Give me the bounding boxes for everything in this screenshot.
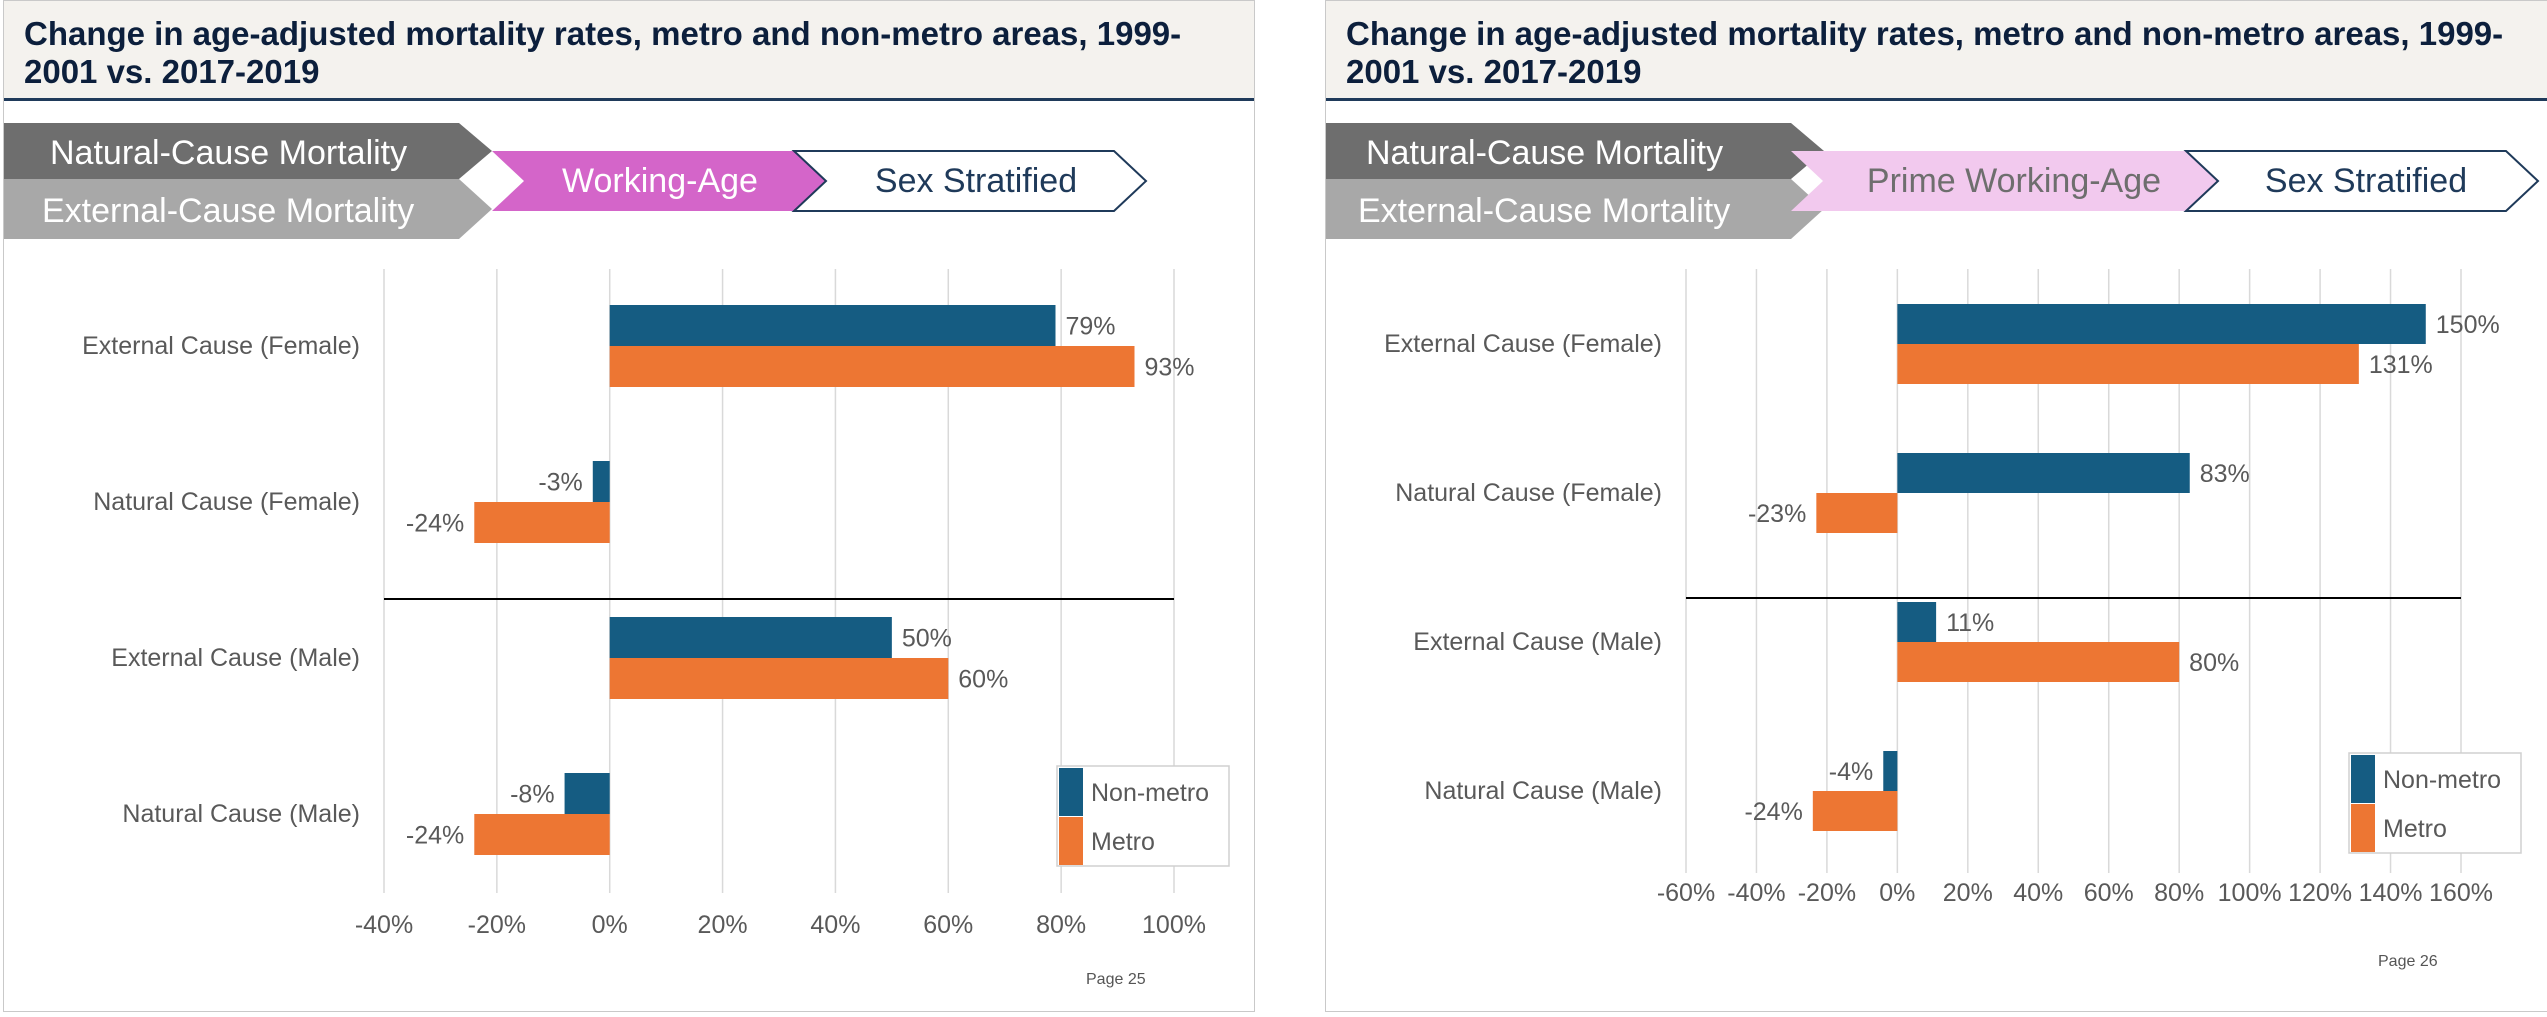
x-tick-label: 120% — [2288, 879, 2352, 907]
x-tick-label: 20% — [1943, 879, 1993, 907]
x-tick-label: -60% — [1657, 879, 1715, 907]
x-tick-label: 100% — [2218, 879, 2282, 907]
data-label: 83% — [2200, 460, 2250, 488]
data-label: 60% — [958, 666, 1008, 694]
x-tick-label: 40% — [810, 911, 860, 939]
legend-box — [2348, 752, 2522, 854]
legend-box — [1056, 765, 1230, 867]
x-tick-label: 80% — [2154, 879, 2204, 907]
bar-non-metro — [1883, 751, 1898, 791]
flow-step-external — [4, 179, 492, 239]
data-label: 50% — [902, 625, 952, 653]
slide-title: Change in age-adjusted mortality rates, … — [1346, 15, 2504, 90]
bar-metro — [1897, 642, 2180, 682]
page-number: Page 25 — [1086, 971, 1146, 988]
bar-metro — [609, 658, 949, 699]
flow-label-age: Prime Working-Age — [1867, 162, 2161, 200]
flow-step-natural — [4, 123, 492, 179]
flow-label-natural: Natural-Cause Mortality — [1366, 134, 1723, 172]
title-band: Change in age-adjusted mortality rates, … — [1326, 1, 2547, 101]
slide-page-25: Change in age-adjusted mortality rates, … — [3, 0, 1255, 1012]
x-tick-label: -20% — [1798, 879, 1856, 907]
flow-label-sex: Sex Stratified — [875, 162, 1077, 200]
legend-label: Non-metro — [2383, 766, 2501, 794]
flow-step-natural — [1326, 123, 1824, 179]
bar-metro — [1897, 344, 2359, 384]
data-label: -4% — [1829, 758, 1873, 786]
x-tick-label: 40% — [2013, 879, 2063, 907]
page-number: Page 26 — [2378, 953, 2438, 970]
data-label: -3% — [538, 469, 582, 497]
flow-step-age — [492, 151, 826, 211]
title-band: Change in age-adjusted mortality rates, … — [4, 1, 1254, 101]
x-tick-label: 60% — [2084, 879, 2134, 907]
legend-label: Non-metro — [1091, 779, 1209, 807]
legend-swatch — [2351, 755, 2375, 803]
bar-non-metro — [1897, 304, 2426, 344]
legend-swatch — [1059, 817, 1083, 865]
bar-non-metro — [592, 461, 610, 502]
data-label: -24% — [406, 510, 464, 538]
bar-metro — [474, 814, 610, 855]
flow-step-age — [1791, 151, 2218, 211]
category-label: Natural Cause (Male) — [122, 800, 360, 828]
bar-non-metro — [609, 617, 892, 658]
slide-page-26: Change in age-adjusted mortality rates, … — [1325, 0, 2547, 1012]
category-label: External Cause (Male) — [1413, 628, 1662, 656]
bar-metro — [609, 346, 1135, 387]
data-label: -8% — [510, 781, 554, 809]
bar-metro — [1812, 791, 1898, 831]
category-label: Natural Cause (Male) — [1424, 777, 1662, 805]
data-label: -24% — [406, 822, 464, 850]
bar-metro — [474, 502, 610, 543]
category-label: Natural Cause (Female) — [93, 488, 360, 516]
bar-non-metro — [1897, 453, 2190, 493]
category-label: External Cause (Male) — [111, 644, 360, 672]
x-tick-label: 0% — [592, 911, 628, 939]
flow-label-external: External-Cause Mortality — [42, 192, 414, 230]
data-label: 79% — [1066, 313, 1116, 341]
bar-non-metro — [564, 773, 610, 814]
flow-step-external — [1326, 179, 1824, 239]
legend-swatch — [2351, 804, 2375, 852]
slide-title: Change in age-adjusted mortality rates, … — [24, 15, 1182, 90]
data-label: 150% — [2436, 311, 2500, 339]
data-label: -24% — [1744, 798, 1802, 826]
flow-label-external: External-Cause Mortality — [1358, 192, 1730, 230]
x-tick-label: -40% — [1727, 879, 1785, 907]
data-label: 80% — [2189, 649, 2239, 677]
flow-label-sex: Sex Stratified — [2265, 162, 2467, 200]
x-tick-label: 20% — [698, 911, 748, 939]
bar-chart: -60% -40% -20% 0% 20% 40% 60% 80% 100% 120% 140% 16… — [1384, 269, 2522, 907]
x-tick-label: 160% — [2429, 879, 2493, 907]
process-flow: Natural-Cause Mortality External-Cause M… — [4, 123, 1148, 239]
x-tick-label: -20% — [468, 911, 526, 939]
bar-non-metro — [1897, 602, 1937, 642]
bar-metro — [1816, 493, 1898, 533]
category-label: External Cause (Female) — [1384, 330, 1662, 358]
flow-step-sex — [2183, 150, 2540, 212]
data-label: -23% — [1748, 500, 1806, 528]
flow-label-natural: Natural-Cause Mortality — [50, 134, 407, 172]
legend-label: Metro — [2383, 815, 2447, 843]
flow-label-age: Working-Age — [562, 162, 758, 200]
x-tick-label: 0% — [1879, 879, 1915, 907]
category-label: External Cause (Female) — [82, 332, 360, 360]
category-label: Natural Cause (Female) — [1395, 479, 1662, 507]
legend-label: Metro — [1091, 828, 1155, 856]
x-tick-label: 60% — [923, 911, 973, 939]
x-tick-label: 100% — [1142, 911, 1206, 939]
x-tick-label: 140% — [2359, 879, 2423, 907]
x-tick-label: -40% — [355, 911, 413, 939]
legend-swatch — [1059, 768, 1083, 816]
process-flow: Natural-Cause Mortality External-Cause M… — [1326, 123, 2540, 239]
bar-non-metro — [609, 305, 1056, 346]
data-label: 11% — [1946, 609, 1994, 637]
data-label: 93% — [1145, 354, 1195, 382]
flow-step-sex — [791, 150, 1148, 212]
x-tick-label: 80% — [1036, 911, 1086, 939]
bar-chart: -40% -20% 0% 20% 40% 60% 80% 100% External Cause… — [82, 269, 1230, 939]
data-label: 131% — [2369, 351, 2433, 379]
